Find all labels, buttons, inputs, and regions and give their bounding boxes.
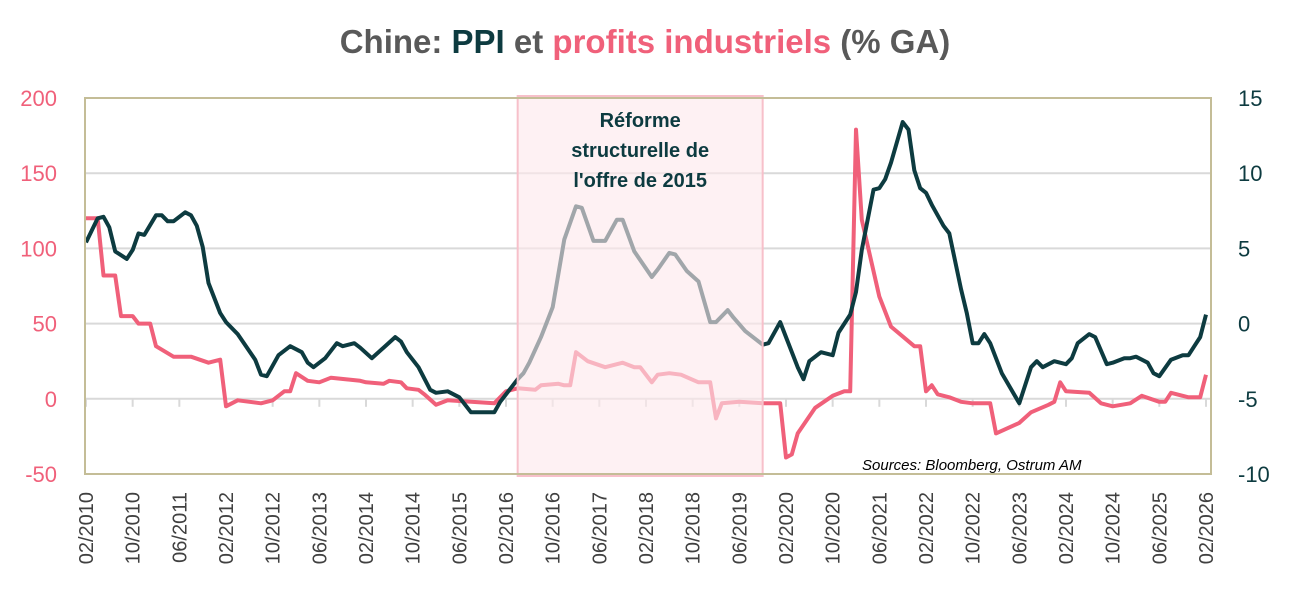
x-tick-label: 10/2018 [683, 492, 705, 564]
x-tick-label: 02/2014 [356, 492, 378, 564]
x-tick-label: 02/2018 [636, 492, 658, 564]
x-tick-label: 02/2024 [1056, 492, 1078, 564]
x-tick-label: 06/2019 [729, 492, 751, 564]
x-tick-label: 06/2017 [589, 492, 611, 564]
y-left-tick-label: 200 [20, 86, 57, 111]
y-left-tick-label: 150 [20, 161, 57, 186]
y-right-tick-label: -5 [1238, 387, 1258, 412]
y-right-tick-label: 5 [1238, 236, 1250, 261]
x-tick-label: 02/2022 [916, 492, 938, 564]
y-left-tick-label: 50 [33, 312, 57, 337]
x-tick-label: 06/2011 [169, 492, 191, 563]
x-tick-label: 02/2026 [1196, 492, 1218, 564]
annotation-line: Réforme [600, 110, 681, 132]
x-tick-label: 06/2025 [1149, 492, 1171, 564]
y-right-tick-label: 15 [1238, 86, 1262, 111]
x-tick-label: 10/2022 [963, 492, 985, 564]
x-tick-label: 02/2020 [776, 492, 798, 564]
x-tick-label: 10/2012 [263, 492, 285, 564]
title-part: Chine: [340, 23, 452, 60]
right-axis-labels: 15 10 5 0 -5 -10 [1238, 86, 1270, 487]
y-left-tick-label: 0 [45, 387, 57, 412]
x-tick-label: 10/2016 [543, 492, 565, 564]
title-part: (% GA) [831, 23, 950, 60]
x-tick-label: 10/2010 [123, 492, 145, 564]
reform-period-highlight [516, 95, 764, 477]
x-tick-label: 02/2010 [76, 492, 98, 564]
y-right-tick-label: -10 [1238, 462, 1270, 487]
plot-frame [84, 97, 1212, 475]
x-tick-label: 06/2013 [309, 492, 331, 564]
annotation-line: structurelle de [571, 140, 709, 162]
y-right-tick-label: 0 [1238, 312, 1250, 337]
y-left-tick-label: -50 [25, 462, 57, 487]
source-note: Sources: Bloomberg, Ostrum AM [862, 457, 1082, 474]
title-part: PPI [452, 23, 505, 60]
title-part: profits industriels [552, 23, 831, 60]
x-tick-label: 06/2023 [1009, 492, 1031, 564]
x-tick-label: 02/2016 [496, 492, 518, 564]
x-axis-labels: 02/2010 10/2010 06/2011 02/2012 10/2012 06/20… [76, 492, 1218, 564]
reform-annotation: Réforme structurelle de l'offre de 2015 [571, 110, 709, 192]
x-tick-label: 02/2012 [216, 492, 238, 564]
y-right-tick-label: 10 [1238, 161, 1262, 186]
x-tick-label: 06/2015 [449, 492, 471, 564]
title-part: et [505, 23, 553, 60]
x-tick-label: 06/2021 [869, 492, 891, 564]
chart-title: Chine: PPI et profits industriels (% GA) [340, 23, 951, 60]
left-axis-labels: 200 150 100 50 0 -50 [20, 86, 57, 487]
y-left-tick-label: 100 [20, 236, 57, 261]
annotation-line: l'offre de 2015 [573, 170, 707, 192]
x-tick-label: 10/2024 [1103, 492, 1125, 564]
x-tick-label: 10/2020 [823, 492, 845, 564]
x-tick-label: 10/2014 [403, 492, 425, 564]
